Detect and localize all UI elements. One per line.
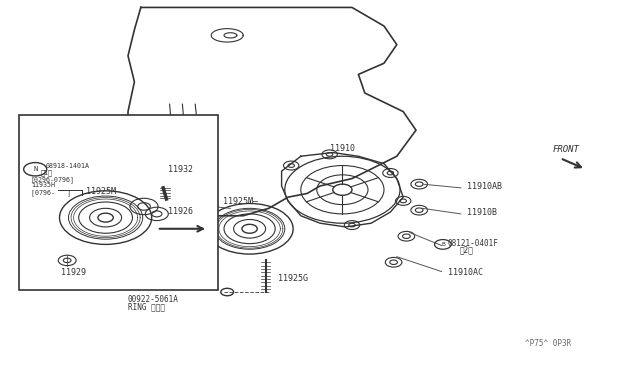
Text: 11925G: 11925G [278,274,308,283]
Text: 11910AB: 11910AB [467,182,502,191]
Text: 11910: 11910 [330,144,355,153]
Text: 08121-0401F: 08121-0401F [448,239,499,248]
Text: [0796-   ]: [0796- ] [31,189,70,196]
Text: 11929: 11929 [61,267,86,276]
Bar [19,115,218,290]
Text: 11932: 11932 [168,165,193,174]
Text: [0296-0796]: [0296-0796] [31,176,75,183]
Text: 11910B: 11910B [467,208,497,217]
Text: RING リング: RING リング [128,302,165,311]
Text: 11926: 11926 [168,207,193,216]
Text: 00922-5061A: 00922-5061A [128,295,179,304]
Text: （1）: （1） [40,170,52,176]
Text: B: B [441,242,445,247]
Text: ^P75^ 0P3R: ^P75^ 0P3R [525,339,571,348]
Text: 08918-1401A: 08918-1401A [46,163,90,169]
Text: 11925M—: 11925M— [223,197,258,206]
Text: N: N [33,166,37,172]
Text: 11925M: 11925M [86,187,116,196]
Text: FRONT: FRONT [552,145,579,154]
Text: 11935H: 11935H [31,183,55,189]
Text: 。2〃: 。2〃 [460,246,474,254]
Text: 11910AC: 11910AC [448,268,483,277]
